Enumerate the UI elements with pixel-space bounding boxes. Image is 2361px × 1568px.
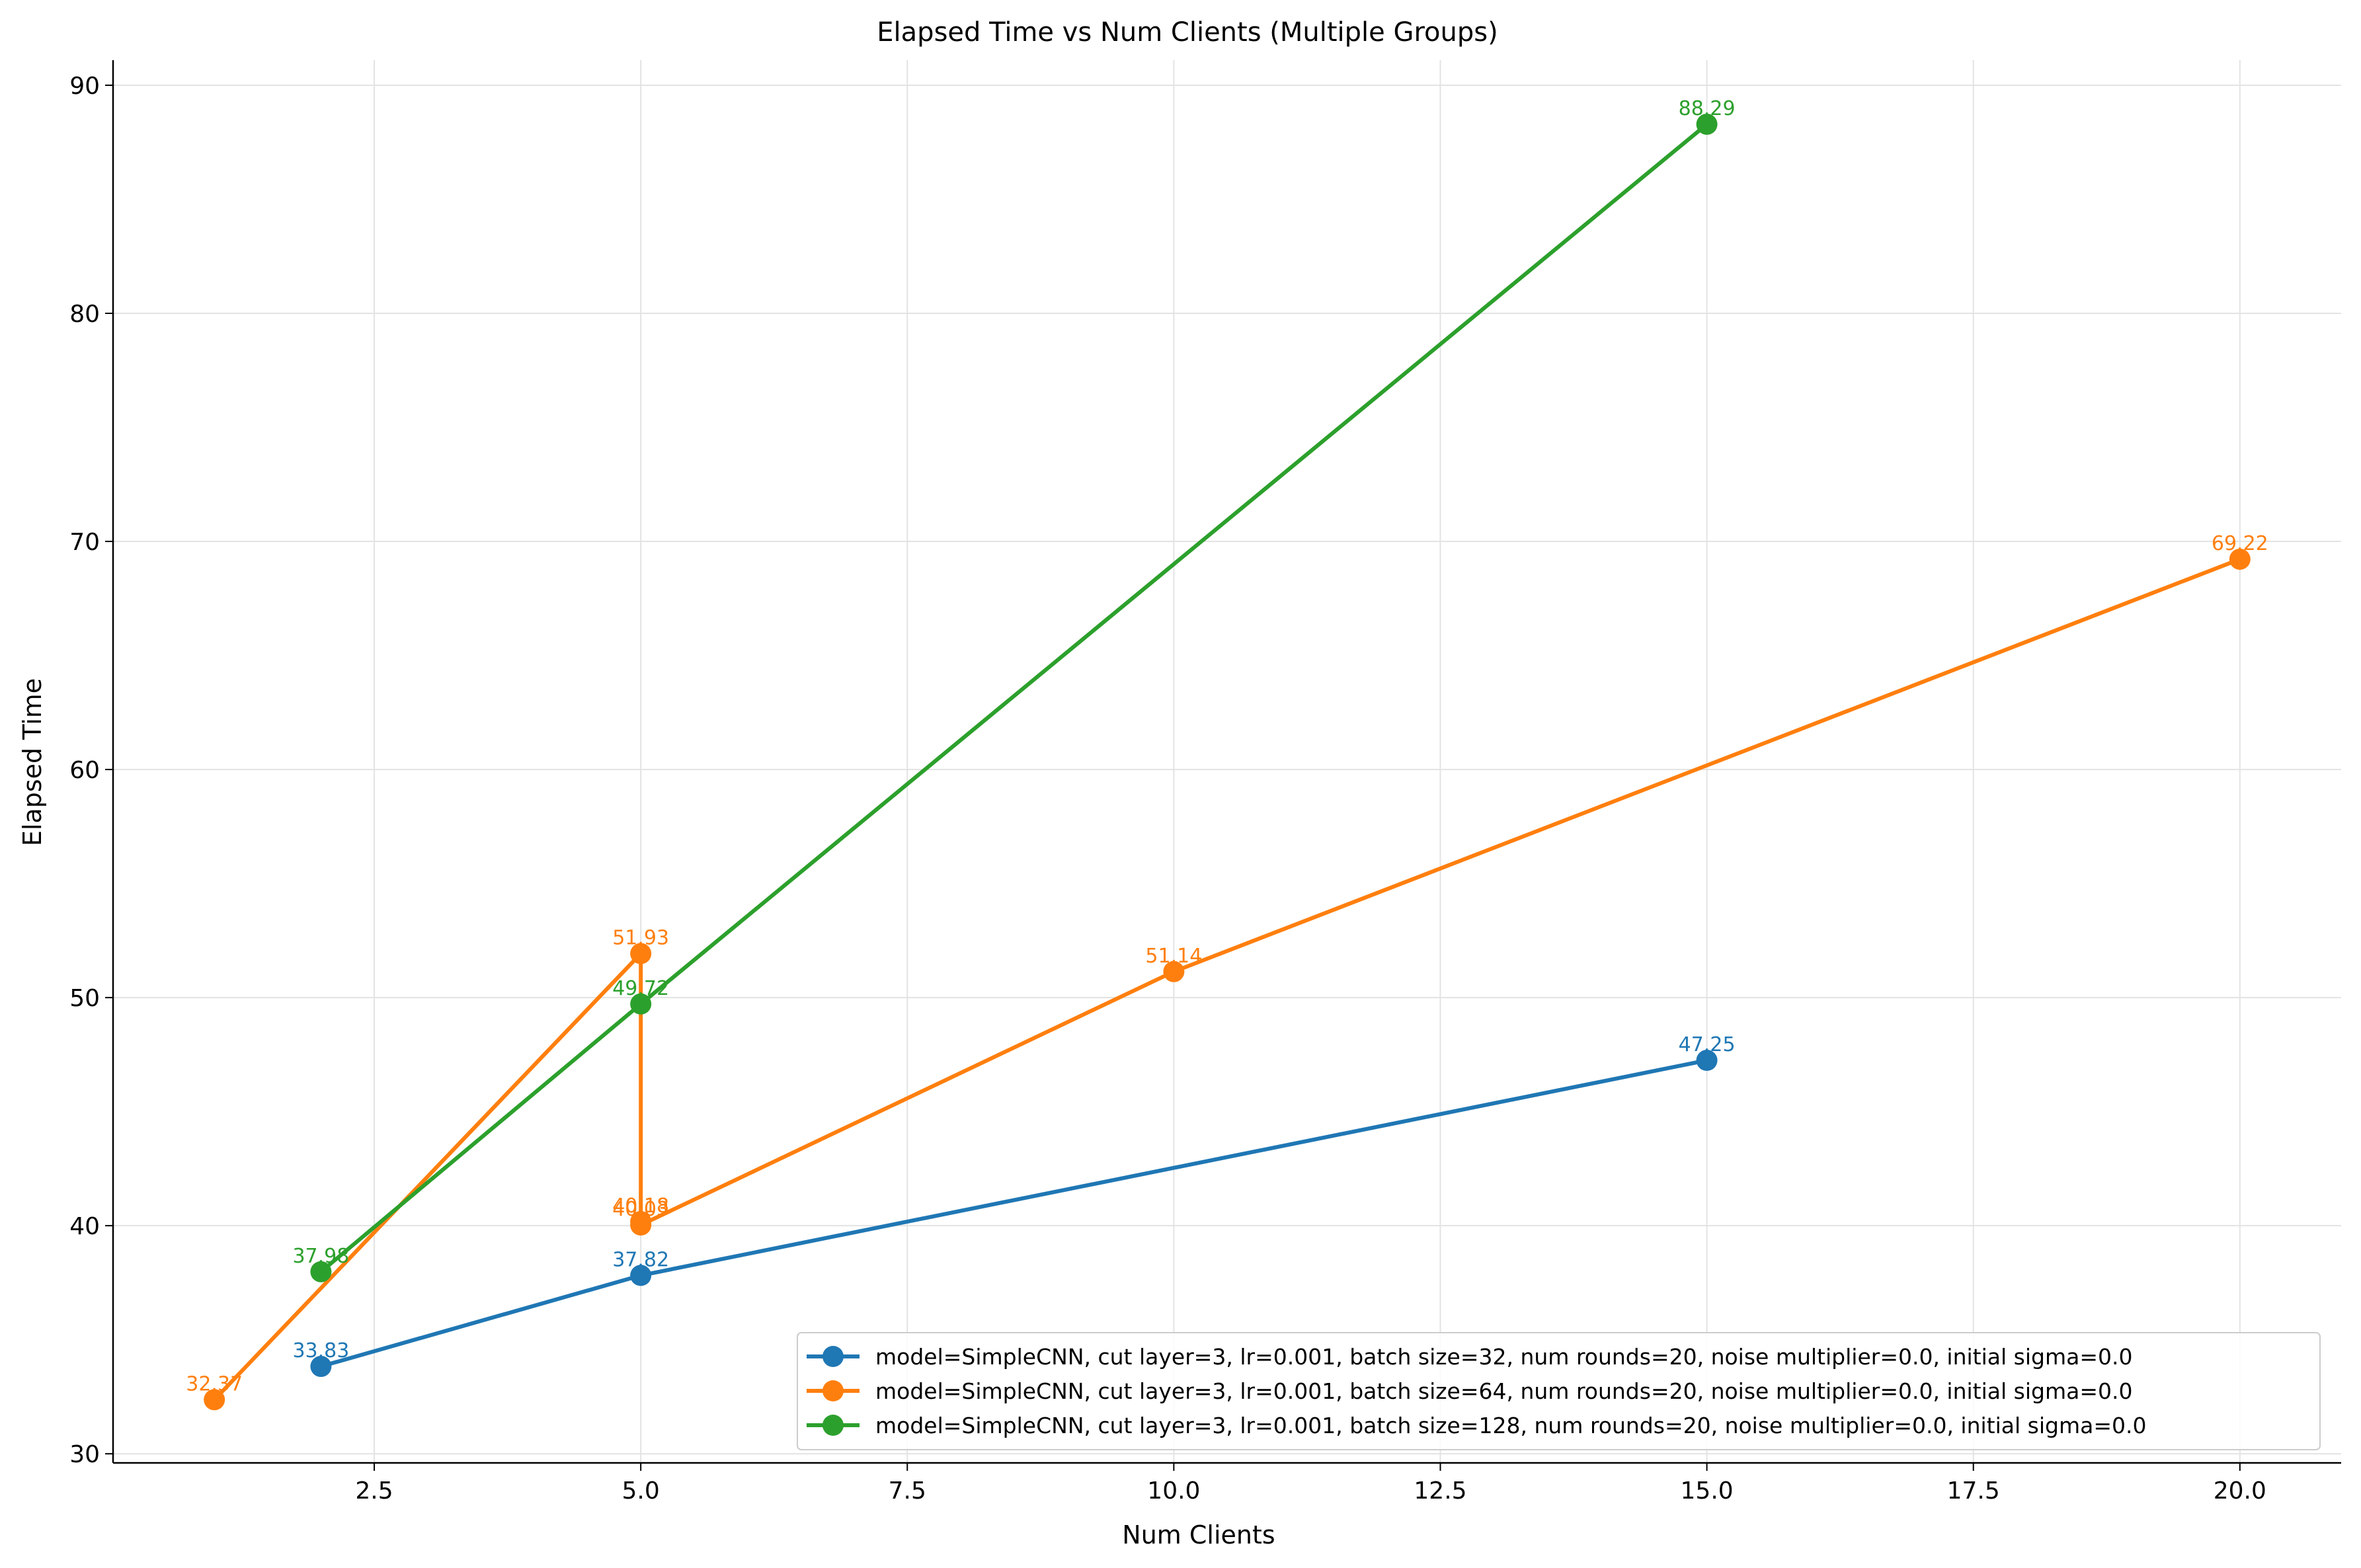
data-point — [310, 1356, 332, 1378]
data-point — [204, 1389, 225, 1411]
y-tick-label: 40 — [69, 1213, 100, 1240]
data-point — [630, 993, 652, 1015]
x-axis-label: Num Clients — [1122, 1520, 1275, 1549]
legend-marker — [822, 1380, 844, 1401]
data-point — [630, 1265, 652, 1286]
data-point — [310, 1261, 332, 1282]
data-label: 49.72 — [612, 977, 669, 1000]
data-point — [1696, 113, 1718, 135]
data-point — [630, 1214, 652, 1236]
series-line — [212, 557, 2242, 1402]
grid — [113, 60, 2341, 1463]
y-tick-label: 30 — [69, 1441, 100, 1468]
x-tick-label: 5.0 — [622, 1477, 660, 1505]
data-point — [2229, 548, 2251, 570]
data-label: 32.37 — [186, 1372, 243, 1395]
data-label: 47.25 — [1679, 1033, 1736, 1056]
legend: model=SimpleCNN, cut layer=3, lr=0.001, … — [797, 1332, 2321, 1450]
x-tick-label: 2.5 — [355, 1477, 393, 1505]
data-label: 37.98 — [292, 1245, 349, 1268]
data-label: 33.83 — [292, 1339, 349, 1362]
data-point — [1163, 960, 1185, 982]
series-line — [319, 1058, 1709, 1368]
chart-title: Elapsed Time vs Num Clients (Multiple Gr… — [877, 17, 1498, 48]
data-label: 40.18 — [612, 1195, 669, 1218]
data-label: 69.22 — [2212, 532, 2268, 555]
legend-entry: model=SimpleCNN, cut layer=3, lr=0.001, … — [875, 1344, 2132, 1370]
legend-entry: model=SimpleCNN, cut layer=3, lr=0.001, … — [875, 1413, 2146, 1438]
y-tick-label: 90 — [69, 73, 100, 100]
ticks: 2.5 5.0 7.5 10.0 12.5 15.0 17.5 20.0 30 40 50 60 70 8… — [69, 73, 2266, 1505]
y-tick-label: 60 — [69, 757, 100, 784]
legend-box — [797, 1332, 2321, 1450]
data-label: 51.93 — [612, 927, 669, 950]
x-tick-label: 15.0 — [1681, 1477, 1734, 1505]
data-label: 37.82 — [612, 1248, 669, 1271]
axes — [112, 60, 2341, 1464]
y-tick-label: 80 — [69, 301, 100, 328]
x-tick-label: 7.5 — [889, 1477, 926, 1505]
data-label: 51.14 — [1145, 945, 1202, 968]
data-point — [630, 943, 652, 964]
legend-entry: model=SimpleCNN, cut layer=3, lr=0.001, … — [875, 1378, 2132, 1404]
x-tick-label: 17.5 — [1947, 1477, 2000, 1505]
x-tick-label: 20.0 — [2214, 1477, 2266, 1505]
y-tick-label: 50 — [69, 985, 100, 1012]
series-line — [319, 122, 1709, 1274]
series-group — [204, 113, 2251, 1411]
legend-marker — [822, 1415, 844, 1436]
x-tick-label: 10.0 — [1147, 1477, 1200, 1505]
data-point — [1696, 1050, 1718, 1072]
legend-marker — [822, 1346, 844, 1367]
data-label: 40.03 — [612, 1198, 669, 1221]
y-tick-label: 70 — [69, 529, 100, 556]
x-tick-label: 12.5 — [1414, 1477, 1466, 1505]
data-label: 88.29 — [1679, 97, 1736, 120]
y-axis-label: Elapsed Time — [18, 678, 47, 846]
